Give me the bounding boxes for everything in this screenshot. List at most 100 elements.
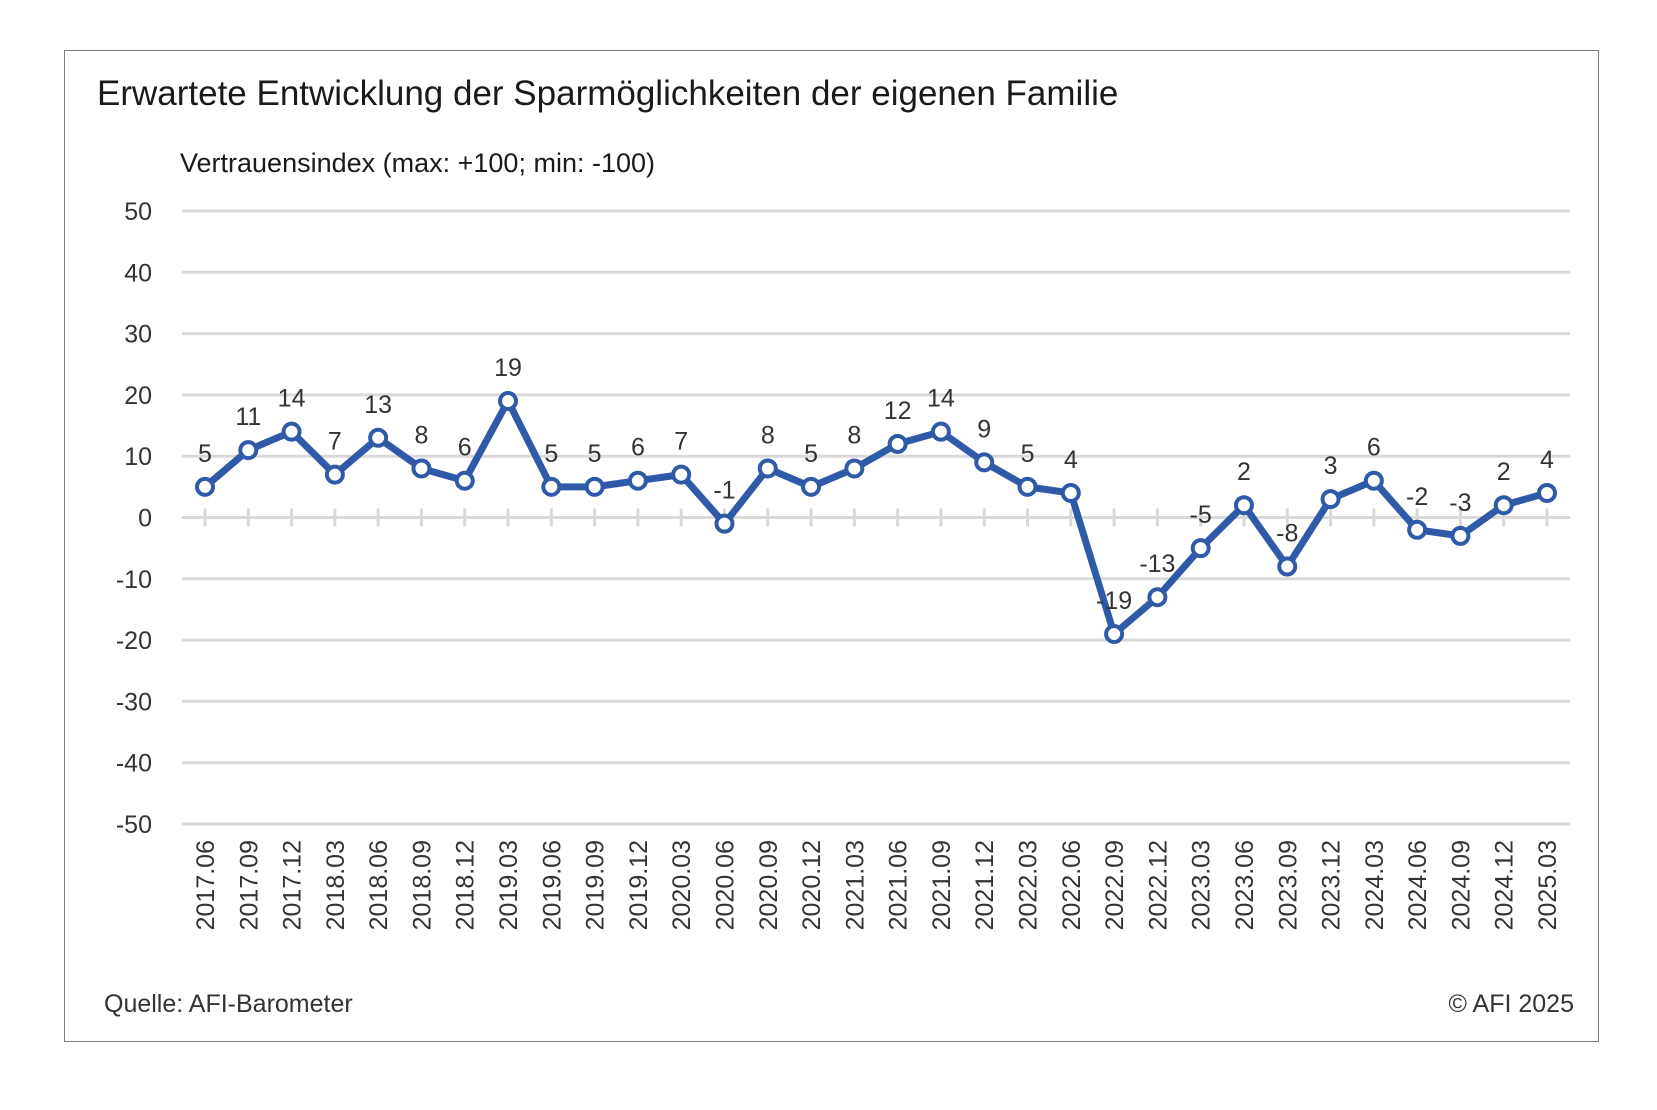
y-tick-label: 40 — [124, 259, 152, 287]
data-label: -13 — [1139, 550, 1175, 578]
x-tick-label: 2020.09 — [755, 840, 783, 930]
y-axis-ticks: 50 40 30 20 10 0 -10 -20 -30 -40 -50 — [116, 198, 152, 839]
data-label: 12 — [884, 397, 912, 425]
y-tick-label: 20 — [124, 382, 152, 410]
data-label: -1 — [713, 477, 735, 505]
data-label: 19 — [494, 354, 522, 382]
data-point — [541, 476, 562, 497]
data-label: 7 — [328, 428, 342, 456]
y-tick-label: 10 — [124, 443, 152, 471]
x-tick-label: 2023.06 — [1231, 840, 1259, 930]
x-tick-label: 2019.12 — [625, 840, 653, 930]
data-label: 5 — [198, 440, 212, 468]
source-note: Quelle: AFI-Barometer — [104, 990, 353, 1018]
data-point — [844, 458, 865, 479]
data-label: -2 — [1406, 483, 1428, 511]
data-label: 6 — [631, 434, 645, 462]
copyright-note: © AFI 2025 — [1448, 990, 1574, 1018]
data-label: -3 — [1449, 489, 1471, 517]
data-label: 14 — [927, 385, 955, 413]
data-point — [195, 476, 215, 497]
x-tick-label: 2021.09 — [928, 840, 956, 930]
y-tick-label: 30 — [124, 321, 152, 349]
data-label: 8 — [761, 421, 775, 449]
data-point — [368, 427, 389, 448]
data-label: 6 — [1367, 434, 1381, 462]
x-tick-label: 2024.12 — [1491, 840, 1519, 930]
data-point — [1104, 623, 1125, 644]
y-axis-unit-label: Vertrauensindex (max: +100; min: -100) — [180, 148, 655, 178]
data-label: 7 — [674, 428, 688, 456]
x-tick-label: 2017.09 — [235, 840, 263, 930]
data-label: 5 — [1021, 440, 1035, 468]
data-label: 5 — [588, 440, 602, 468]
chart-frame — [64, 50, 1599, 1042]
y-tick-label: -30 — [116, 688, 152, 716]
data-point — [1493, 495, 1514, 516]
y-tick-label: -20 — [116, 627, 152, 655]
y-tick-label: -10 — [116, 566, 152, 594]
data-point — [1190, 538, 1211, 559]
data-point — [1537, 482, 1557, 503]
x-tick-label: 2020.06 — [711, 840, 739, 930]
x-tick-label: 2021.03 — [841, 840, 869, 930]
data-label: 5 — [804, 440, 818, 468]
data-label: 2 — [1237, 458, 1251, 486]
x-tick-label: 2023.03 — [1188, 840, 1216, 930]
data-point — [281, 421, 302, 442]
data-point — [930, 421, 951, 442]
x-tick-label: 2017.12 — [279, 840, 307, 930]
data-point — [714, 513, 735, 534]
data-point — [454, 470, 475, 491]
x-tick-label: 2022.12 — [1144, 840, 1172, 930]
x-tick-label: 2018.09 — [408, 840, 436, 930]
x-tick-label: 2018.06 — [365, 840, 393, 930]
data-point — [801, 476, 822, 497]
data-point — [584, 476, 605, 497]
x-tick-label: 2018.03 — [322, 840, 350, 930]
data-label: -5 — [1190, 501, 1212, 529]
x-tick-label: 2022.03 — [1015, 840, 1043, 930]
y-tick-label: 0 — [138, 505, 152, 533]
data-point — [1060, 482, 1081, 503]
data-label: 4 — [1064, 446, 1078, 474]
data-label: 11 — [235, 403, 261, 431]
x-tick-label: 2023.09 — [1274, 840, 1302, 930]
x-tick-label: 2021.06 — [885, 840, 913, 930]
data-label: 6 — [458, 434, 472, 462]
data-point — [1450, 525, 1471, 546]
data-label: 3 — [1324, 452, 1338, 480]
data-label: -19 — [1096, 587, 1132, 615]
data-point — [498, 391, 519, 412]
series-markers — [195, 391, 1557, 644]
x-tick-label: 2019.06 — [538, 840, 566, 930]
x-tick-label: 2024.03 — [1361, 840, 1389, 930]
x-tick-label: 2024.09 — [1447, 840, 1475, 930]
x-tick-label: 2020.03 — [668, 840, 696, 930]
x-tick-label: 2019.09 — [582, 840, 610, 930]
data-point — [887, 433, 908, 454]
data-point — [411, 458, 432, 479]
data-point — [627, 470, 648, 491]
data-point — [1407, 519, 1428, 540]
chart-title: Erwartete Entwicklung der Sparmöglichkei… — [97, 74, 1119, 113]
data-label: -8 — [1276, 520, 1298, 548]
data-label: 5 — [544, 440, 558, 468]
data-point — [1233, 495, 1254, 516]
data-labels: 5 11 14 7 13 8 6 19 5 5 6 7 -1 8 5 8 12 14 9 5 4 -19-13 -5 2 -8 3… — [198, 354, 1554, 615]
x-tick-label: 2020.12 — [798, 840, 826, 930]
data-label: 14 — [278, 385, 306, 413]
data-point — [757, 458, 778, 479]
data-label: 4 — [1540, 446, 1554, 474]
y-tick-label: -50 — [116, 811, 152, 839]
x-tick-label: 2024.06 — [1404, 840, 1432, 930]
data-point — [671, 464, 692, 485]
data-point — [1363, 470, 1384, 491]
data-point — [1017, 476, 1038, 497]
x-tick-label: 2023.12 — [1318, 840, 1346, 930]
x-tick-label: 2017.06 — [192, 840, 220, 930]
x-tick-label: 2022.09 — [1101, 840, 1129, 930]
data-label: 2 — [1497, 458, 1511, 486]
data-point — [1277, 556, 1298, 577]
